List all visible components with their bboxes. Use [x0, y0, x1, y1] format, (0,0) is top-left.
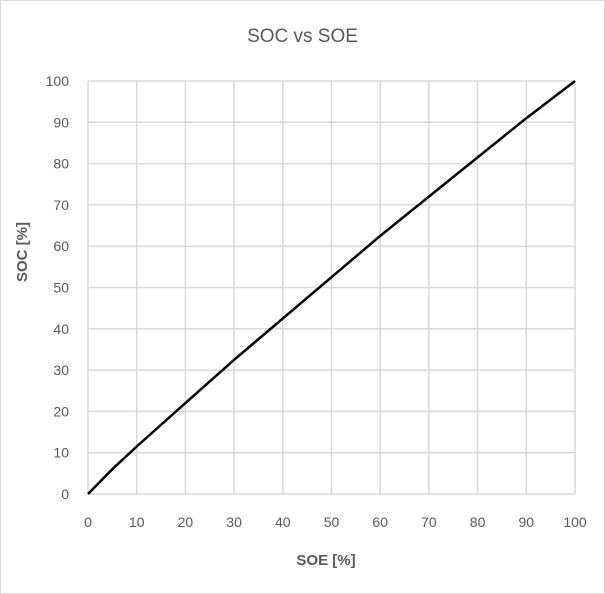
y-tick-label: 20 [53, 403, 69, 419]
x-tick-label: 10 [129, 514, 145, 530]
x-axis-title: SOE [%] [296, 552, 355, 569]
y-tick-label: 0 [61, 486, 69, 502]
y-tick-label: 70 [53, 197, 69, 213]
x-tick-label: 90 [519, 514, 535, 530]
y-axis-ticks: 0 10 20 30 40 50 60 70 80 90 100 [46, 73, 70, 502]
x-tick-label: 70 [421, 514, 437, 530]
x-axis-ticks: 0 10 20 30 40 50 60 70 80 90 100 [84, 514, 587, 530]
y-tick-label: 40 [53, 321, 69, 337]
y-tick-label: 100 [46, 73, 70, 89]
x-tick-label: 80 [470, 514, 486, 530]
x-tick-label: 50 [324, 514, 340, 530]
y-axis-title: SOC [%] [14, 222, 31, 282]
x-tick-label: 30 [226, 514, 242, 530]
y-tick-label: 10 [53, 445, 69, 461]
gridlines [87, 80, 576, 495]
x-tick-label: 20 [178, 514, 194, 530]
x-tick-label: 60 [372, 514, 388, 530]
soc-line [87, 80, 576, 495]
chart-title: SOC vs SOE [247, 26, 358, 47]
x-tick-label: 100 [563, 514, 587, 530]
y-tick-label: 50 [53, 280, 69, 296]
y-tick-label: 80 [53, 156, 69, 172]
y-tick-label: 60 [53, 238, 69, 254]
x-tick-label: 0 [84, 514, 92, 530]
x-tick-label: 40 [275, 514, 291, 530]
y-tick-label: 90 [53, 114, 69, 130]
y-tick-label: 30 [53, 362, 69, 378]
